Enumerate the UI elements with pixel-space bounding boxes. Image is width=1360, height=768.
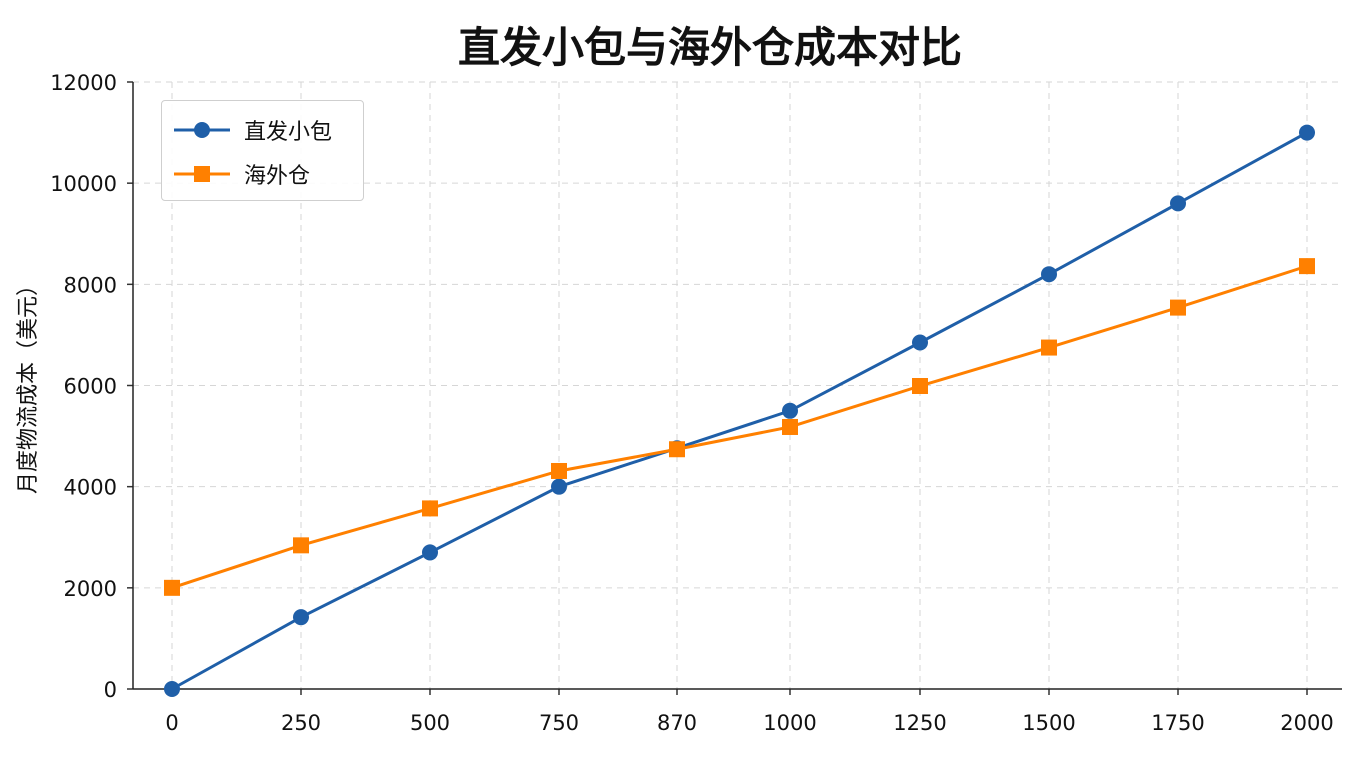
- legend-swatch-circle: [174, 115, 230, 145]
- series-2-point: [551, 462, 567, 479]
- x-tick-label: 870: [657, 711, 697, 735]
- x-tick-label: 1250: [893, 711, 946, 735]
- series-1-point: [551, 478, 567, 495]
- y-tick-label: 6000: [64, 375, 117, 399]
- x-tick-label: 1500: [1022, 711, 1075, 735]
- x-tick-label: 2000: [1280, 711, 1333, 735]
- y-tick-label: 4000: [64, 476, 117, 500]
- series-1-point: [912, 334, 928, 351]
- legend-item-warehouse: 海外仓: [174, 159, 310, 189]
- legend-swatch-square: [174, 159, 230, 189]
- series-line-1: [171, 131, 1308, 691]
- y-tick-label: 12000: [50, 71, 117, 95]
- series-1-point: [1041, 266, 1057, 283]
- series-2-point: [782, 418, 798, 435]
- x-tick-label: 250: [281, 711, 321, 735]
- series-2-point: [422, 500, 438, 517]
- legend-label-warehouse: 海外仓: [244, 164, 311, 189]
- series-2-point: [1299, 258, 1315, 275]
- series-line-2: [171, 264, 1308, 590]
- series-1-point: [293, 609, 309, 626]
- y-tick-label: 8000: [64, 273, 117, 297]
- tick-labels: 0 250 500 750 870 1000 1250 1500 1750 2000 0 2000 40…: [50, 71, 1334, 735]
- legend-item-direct: 直发小包: [174, 115, 332, 145]
- x-tick-label: 1750: [1151, 711, 1204, 735]
- series-2-point: [164, 579, 180, 596]
- series-1-point: [782, 402, 798, 419]
- x-tick-label: 500: [410, 711, 450, 735]
- y-tick-label: 0: [104, 678, 117, 702]
- x-tick-label: 0: [165, 711, 178, 735]
- x-tick-label: 1000: [763, 711, 816, 735]
- chart-title: 直发小包与海外仓成本对比: [457, 23, 962, 72]
- y-tick-label: 2000: [64, 577, 117, 601]
- series-1-point: [1170, 195, 1186, 212]
- axes: [127, 81, 1342, 695]
- series-2-point: [912, 378, 928, 395]
- series-2-point: [293, 537, 309, 554]
- legend: 直发小包 海外仓: [161, 100, 364, 201]
- y-tick-label: 10000: [50, 172, 117, 196]
- x-tick-label: 750: [539, 711, 579, 735]
- series: [164, 124, 1315, 697]
- series-1-point: [164, 681, 180, 697]
- series-2-point: [1170, 299, 1186, 316]
- series-1-point: [1299, 124, 1315, 141]
- series-2-point: [669, 441, 685, 458]
- series-2-point: [1041, 339, 1057, 356]
- legend-label-direct: 直发小包: [244, 120, 333, 145]
- series-1-point: [422, 544, 438, 561]
